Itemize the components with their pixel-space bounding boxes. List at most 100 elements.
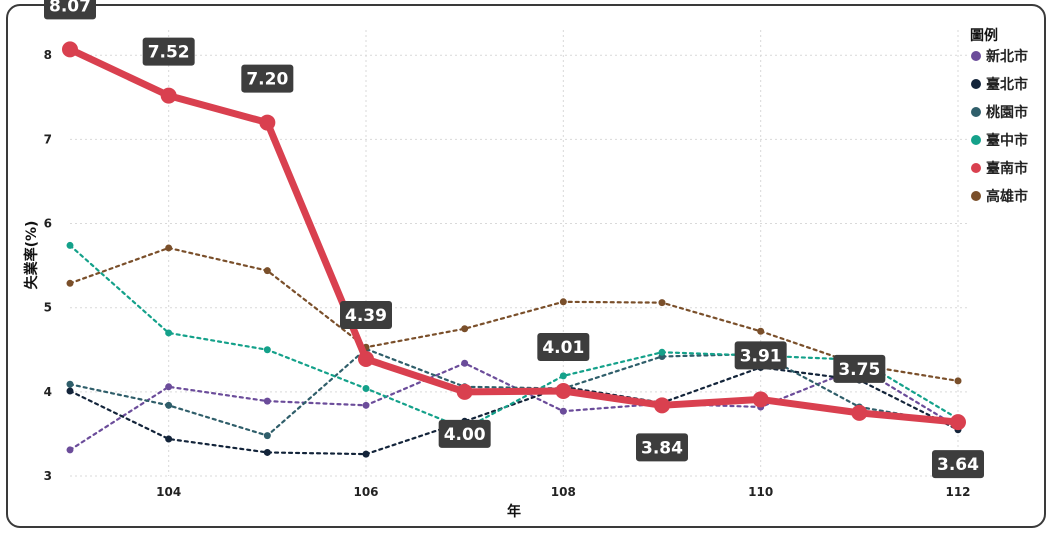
series-6	[66, 244, 962, 385]
data-point	[165, 383, 173, 391]
x-tick-label: 104	[156, 485, 181, 499]
data-point	[954, 377, 962, 385]
data-label-text: 4.39	[345, 306, 387, 326]
data-label-text: 3.84	[641, 438, 683, 458]
series-line	[68, 366, 960, 456]
x-tick-label: 108	[551, 485, 576, 499]
data-point	[559, 407, 567, 415]
data-point	[559, 372, 567, 380]
x-tick-label: 106	[353, 485, 378, 499]
legend-item[interactable]: 臺中市	[971, 132, 1028, 149]
legend-item[interactable]: 新北市	[971, 48, 1028, 65]
legend-item[interactable]: 桃園市	[971, 104, 1028, 121]
data-point	[757, 327, 765, 335]
data-label-box	[734, 341, 787, 370]
data-point	[165, 435, 173, 443]
legend-item[interactable]: 臺南市	[971, 160, 1028, 177]
series-line	[66, 45, 962, 426]
data-point	[259, 114, 276, 131]
data-label: 4.01	[537, 333, 590, 362]
data-point	[66, 380, 74, 388]
data-label-text: 3.75	[838, 360, 880, 380]
data-label-box	[142, 37, 195, 66]
legend-marker	[971, 163, 981, 173]
data-point	[559, 298, 567, 306]
data-point	[358, 351, 374, 368]
x-axis-title: 年	[507, 503, 521, 520]
data-point	[658, 299, 666, 307]
y-axis-ticks: 3 4 5 6 7 8	[44, 48, 52, 483]
data-label-text: 8.07	[49, 0, 91, 16]
y-axis-title: 失業率(%)	[23, 221, 40, 290]
legend-label: 桃園市	[986, 104, 1028, 121]
data-label-box	[537, 333, 590, 362]
data-point	[165, 401, 173, 409]
data-labels: 8.07 7.52 7.20 4.39 4.00 4.01 3.84 3.91 3.75 3.64	[44, 0, 984, 479]
data-point	[362, 384, 370, 392]
legend-title: 圖例	[970, 27, 998, 44]
data-label-box	[241, 64, 294, 93]
data-label: 8.07	[44, 0, 96, 20]
x-tick-label: 112	[945, 485, 970, 499]
data-label: 3.91	[734, 341, 787, 370]
legend-marker	[971, 51, 981, 61]
legend-label: 臺北市	[986, 76, 1028, 93]
data-label-text: 3.91	[740, 346, 782, 366]
legend-marker	[971, 135, 981, 145]
data-point	[165, 244, 173, 252]
x-axis-ticks: 104 106 108 110 112	[156, 485, 970, 499]
legend-label: 臺南市	[986, 160, 1028, 177]
data-point	[263, 432, 271, 440]
data-label-text: 3.64	[937, 455, 979, 475]
legend-marker	[971, 107, 981, 117]
data-label: 4.00	[438, 419, 491, 448]
data-label-box	[438, 419, 491, 448]
data-label-box	[833, 354, 886, 383]
series-lines	[62, 41, 966, 458]
data-point	[66, 279, 74, 287]
data-point	[66, 446, 74, 454]
data-point	[555, 383, 572, 400]
y-tick-label: 6	[44, 217, 52, 231]
legend-label: 新北市	[986, 48, 1028, 65]
y-tick-label: 5	[44, 301, 52, 315]
data-point	[263, 448, 271, 456]
data-label: 7.20	[241, 64, 294, 93]
data-label-text: 4.01	[542, 338, 584, 358]
series-5	[62, 41, 966, 431]
y-tick-label: 3	[44, 469, 52, 483]
data-point	[461, 359, 469, 367]
data-point	[658, 348, 666, 356]
y-tick-label: 4	[44, 385, 52, 399]
data-point	[66, 241, 74, 249]
data-point	[62, 41, 78, 58]
series-line	[68, 244, 960, 430]
series-line	[68, 347, 960, 437]
x-tick-label: 110	[748, 485, 773, 499]
data-point	[165, 329, 173, 337]
data-point	[362, 450, 370, 458]
data-point	[263, 397, 271, 405]
data-label: 3.64	[932, 450, 984, 479]
data-label: 4.39	[340, 301, 392, 330]
legend-label: 高雄市	[986, 188, 1028, 205]
series-line	[68, 246, 960, 383]
data-label-box	[44, 0, 96, 20]
y-tick-label: 7	[44, 132, 52, 146]
data-point	[263, 346, 271, 354]
data-point	[654, 397, 670, 414]
data-point	[461, 325, 469, 333]
legend-label: 臺中市	[986, 132, 1028, 149]
legend-marker	[971, 191, 981, 201]
legend-item[interactable]: 高雄市	[971, 188, 1028, 205]
data-point	[263, 267, 271, 275]
legend-item[interactable]: 臺北市	[971, 76, 1028, 93]
data-point	[950, 414, 966, 431]
data-label-text: 7.20	[246, 70, 288, 90]
data-label: 3.84	[636, 433, 688, 462]
data-point	[160, 87, 177, 104]
data-label: 3.75	[833, 354, 886, 383]
data-label-text: 7.52	[148, 43, 190, 63]
data-label-box	[932, 450, 984, 479]
